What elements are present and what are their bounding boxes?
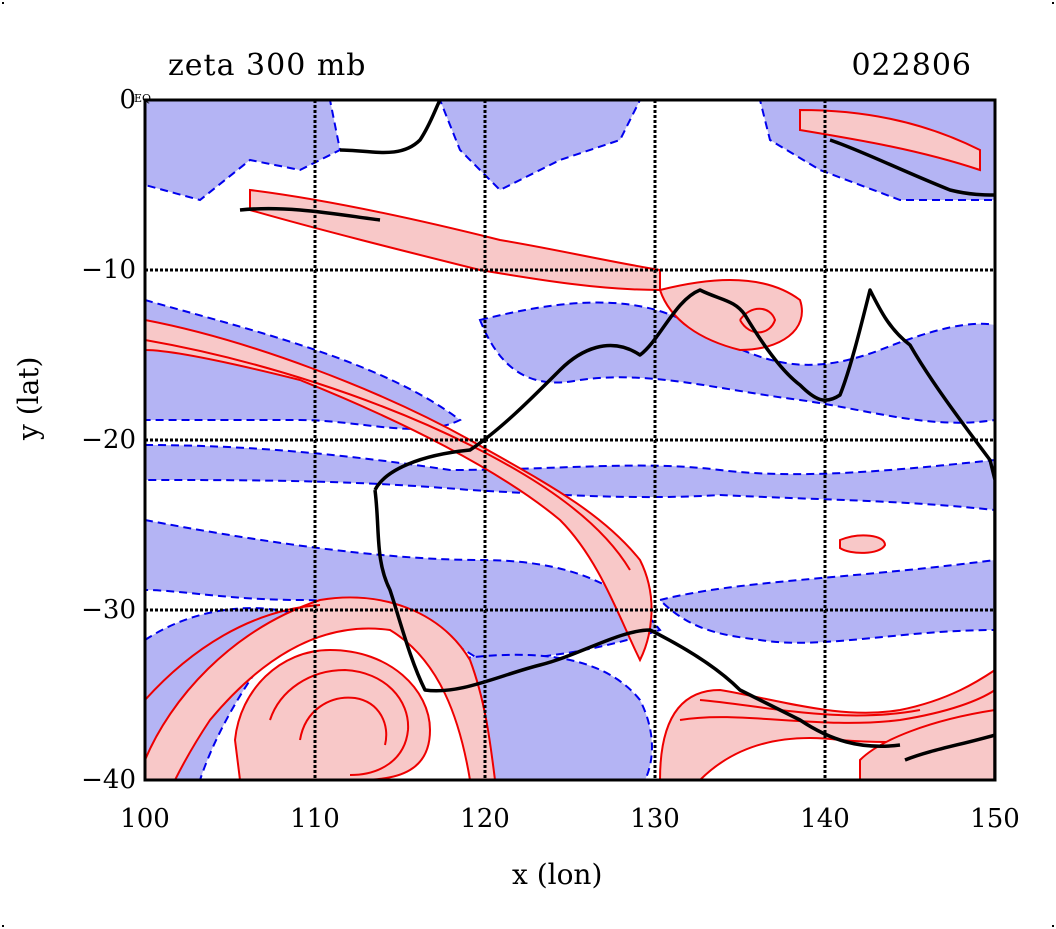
neg-sea-timor	[438, 100, 642, 192]
pos-jet-streak	[145, 318, 653, 663]
vorticity-field	[145, 100, 995, 780]
corner-mark-tr	[1052, 2, 1054, 4]
x-tick-110: 110	[290, 804, 340, 834]
indonesia-coast-2	[339, 100, 442, 155]
x-tick-100: 100	[120, 804, 170, 834]
lat-lon-grid	[145, 100, 995, 780]
tasmania-coast	[904, 733, 995, 762]
pos-cutoff-low	[233, 648, 432, 780]
y-tick-minus10: −10	[81, 255, 136, 285]
y-tick-minus20: −20	[81, 425, 136, 455]
y-tick-minus30: −30	[81, 595, 136, 625]
australia-coast	[373, 288, 995, 780]
pos-png-band	[799, 108, 981, 172]
y-axis-label: y (lat)	[12, 356, 45, 440]
y-tick-0: 0	[119, 85, 136, 115]
pos-southeast-jet	[658, 668, 995, 780]
x-tick-140: 140	[800, 804, 850, 834]
x-tick-150: 150	[970, 804, 1020, 834]
corner-mark-bl	[2, 925, 4, 927]
x-axis-label: x (lon)	[512, 858, 603, 891]
positive-contour-lines	[145, 307, 995, 776]
x-tick-130: 130	[630, 804, 680, 834]
corner-mark-tl	[2, 2, 4, 4]
pos-small-east	[839, 534, 887, 554]
chart-title: zeta 300 mb	[168, 48, 367, 83]
neg-central-band	[145, 443, 995, 512]
date-stamp: 022806	[851, 48, 972, 83]
x-tick-120: 120	[460, 804, 510, 834]
pos-java-band	[249, 188, 661, 292]
neg-south-band	[145, 518, 662, 662]
coastlines	[239, 100, 995, 780]
equator-note: EQ	[134, 92, 152, 105]
pos-east-low	[859, 708, 995, 780]
pos-arnhem	[658, 279, 803, 352]
plot-frame	[143, 98, 997, 782]
corner-mark-br	[1052, 925, 1054, 927]
png-coast	[829, 138, 995, 197]
neg-band-north	[145, 100, 342, 202]
y-tick-minus40: −40	[81, 765, 136, 795]
neg-southeast	[658, 558, 995, 644]
